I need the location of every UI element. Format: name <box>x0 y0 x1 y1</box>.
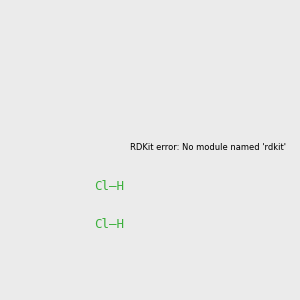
Text: Cl–H: Cl–H <box>94 179 124 193</box>
Text: RDKit error: No module named 'rdkit': RDKit error: No module named 'rdkit' <box>130 143 286 152</box>
Text: Cl–H: Cl–H <box>94 218 124 232</box>
